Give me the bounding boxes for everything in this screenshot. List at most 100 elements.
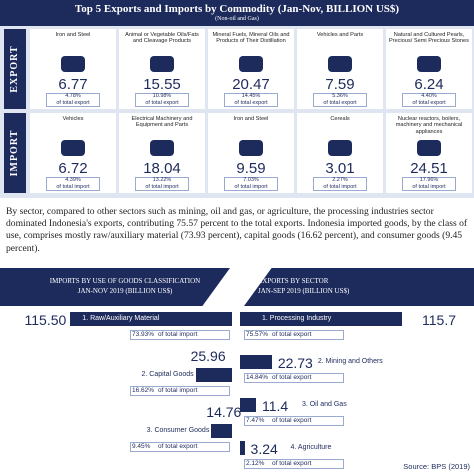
item-value: 15.55 [143, 76, 181, 93]
item-value: 18.04 [143, 160, 181, 177]
item-value: 6.77 [58, 76, 88, 93]
bar [195, 368, 232, 382]
share-text: of total export [412, 100, 446, 106]
panel-header [244, 268, 474, 306]
item-value: 3.24 [250, 441, 278, 457]
share-text: of total export [272, 374, 312, 381]
item-name: Iron and Steel [55, 32, 91, 38]
item-name: Cereals [330, 116, 350, 122]
share-box [224, 177, 278, 191]
icon [328, 56, 352, 72]
item-value: 22.73 [277, 355, 313, 371]
item-share: 9.45% [132, 443, 151, 450]
title: Top 5 Exports and Imports by Commodity (… [74, 3, 400, 15]
icon [328, 140, 352, 156]
share-box [130, 386, 230, 396]
item-name: Vehicles [62, 116, 84, 122]
share-box [402, 93, 456, 107]
item-name: Vehicles and Parts [316, 32, 364, 38]
item-share: 7.47% [246, 417, 265, 424]
share-text: of total import [145, 184, 179, 190]
item-name: 2. Mining and Others [317, 358, 383, 365]
item-value: 24.51 [410, 160, 448, 177]
bar [211, 424, 232, 438]
share-box [244, 373, 344, 383]
item-share: 17.96% [419, 177, 439, 183]
item-name: 1. Raw/Auxiliary Material [82, 315, 160, 322]
bar [240, 398, 256, 412]
share-text: of total import [412, 184, 446, 190]
subtitle: (Non-oil and Gas) [215, 16, 259, 22]
item-name: Electrical Machinery and Equipment and P… [131, 116, 193, 129]
share-box [244, 416, 344, 426]
item-share: 75.57% [246, 331, 269, 338]
share-box [130, 330, 230, 340]
panel-title: IMPORTS BY USE OF GOODS CLASSIFICATION [49, 277, 201, 285]
item-share: 4.40% [421, 93, 437, 99]
item-share: 4.39% [65, 177, 81, 183]
share-box [402, 177, 456, 191]
bar [240, 355, 272, 369]
item-name: 3. Oil and Gas [301, 401, 347, 408]
item-value: 6.72 [58, 160, 88, 177]
bar [240, 441, 245, 455]
share-text: of total export [323, 100, 357, 106]
share-text: of total export [234, 100, 268, 106]
share-text: of total export [272, 460, 312, 467]
item-share: 14.45% [241, 93, 261, 99]
panel-header [0, 268, 230, 306]
item-value: 14.76 [206, 404, 242, 420]
item-value: 11.4 [261, 398, 289, 414]
section-label-text: EXPORT [9, 45, 20, 93]
item-share: 2.12% [246, 460, 265, 467]
share-box [224, 93, 278, 107]
item-value: 9.59 [236, 160, 266, 177]
share-text: of total import [56, 184, 90, 190]
share-text: of total import [158, 387, 198, 394]
item-share: 4.78% [65, 93, 81, 99]
share-box [244, 330, 344, 340]
item-share: 7.03% [243, 177, 259, 183]
item-share: 16.62% [132, 387, 155, 394]
share-box [135, 177, 189, 191]
icon [150, 140, 174, 156]
item-value: 115.50 [24, 312, 67, 328]
share-text: of total export [56, 100, 90, 106]
item-name: 2. Capital Goods [141, 371, 194, 378]
section-label [4, 29, 26, 109]
icon [417, 140, 441, 156]
item-value: 3.01 [325, 160, 355, 177]
icon [417, 56, 441, 72]
icon [239, 56, 263, 72]
share-box [313, 177, 367, 191]
item-value: 6.24 [414, 76, 444, 93]
item-share: 10.98% [152, 93, 172, 99]
share-text: of total import [234, 184, 268, 190]
panel-subtitle: JAN-NOV 2019 (BILLION US$) [77, 287, 173, 295]
share-text: of total export [158, 443, 198, 450]
share-box [313, 93, 367, 107]
icon [61, 140, 85, 156]
panel-subtitle: JAN-SEP 2019 (BILLION US$) [258, 287, 350, 295]
section-label [4, 113, 26, 193]
item-share: 2.27% [332, 177, 348, 183]
item-value: 25.96 [190, 348, 226, 364]
share-text: of total export [145, 100, 179, 106]
share-box [46, 177, 100, 191]
item-name: Animal or Vegetable Oils/Fats and Cleava… [125, 32, 199, 45]
bar [240, 312, 402, 326]
item-name: Nuclear reactors, boilers, machinery and… [395, 116, 463, 135]
title-bar [0, 0, 474, 26]
item-value: 7.59 [325, 76, 355, 93]
icon [239, 140, 263, 156]
item-name: Iron and Steel [233, 116, 269, 122]
item-name: 3. Consumer Goods [146, 427, 210, 434]
item-name: Mineral Fuels, Mineral Oils and Products… [212, 32, 290, 45]
share-text: of total export [272, 331, 312, 338]
paragraph: By sector, compared to other sectors suc… [6, 206, 468, 254]
item-name: 1. Processing Industry [262, 315, 332, 322]
bar [70, 312, 232, 326]
item-share: 13.22% [152, 177, 172, 183]
icon [61, 56, 85, 72]
